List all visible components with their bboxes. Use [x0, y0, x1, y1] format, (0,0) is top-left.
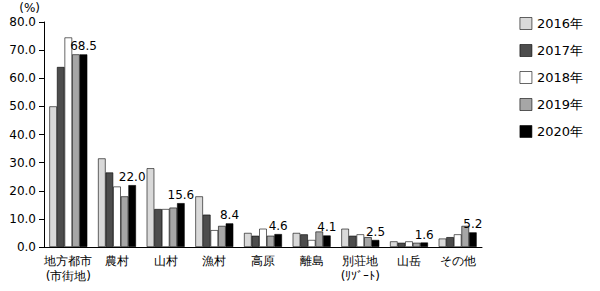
svg-text:2.5: 2.5: [366, 225, 385, 239]
svg-text:2018年: 2018年: [537, 70, 583, 85]
svg-text:30.0: 30.0: [9, 156, 36, 170]
svg-text:1.6: 1.6: [415, 228, 434, 242]
svg-text:離島: 離島: [300, 254, 324, 268]
svg-text:2019年: 2019年: [537, 97, 583, 112]
svg-text:山村: 山村: [154, 254, 178, 268]
svg-text:4.1: 4.1: [317, 220, 336, 234]
svg-text:20.0: 20.0: [9, 184, 36, 198]
svg-text:0.0: 0.0: [17, 240, 36, 254]
svg-text:2017年: 2017年: [537, 43, 583, 58]
svg-text:8.4: 8.4: [220, 208, 239, 222]
svg-text:農村: 農村: [105, 254, 129, 268]
svg-text:(ﾘｿﾞｰﾄ): (ﾘｿﾞｰﾄ): [341, 269, 380, 283]
svg-text:その他: その他: [440, 254, 476, 268]
svg-text:高原: 高原: [251, 254, 275, 268]
svg-text:別荘地: 別荘地: [342, 254, 378, 268]
svg-text:(市街地): (市街地): [46, 269, 91, 283]
svg-text:地方都市: 地方都市: [43, 254, 92, 268]
svg-text:山岳: 山岳: [397, 254, 421, 268]
svg-text:40.0: 40.0: [9, 128, 36, 142]
svg-text:2020年: 2020年: [537, 124, 583, 139]
svg-text:80.0: 80.0: [9, 15, 36, 29]
svg-text:60.0: 60.0: [9, 71, 36, 85]
svg-text:4.6: 4.6: [269, 219, 288, 233]
svg-text:68.5: 68.5: [70, 39, 97, 53]
svg-text:15.6: 15.6: [167, 188, 194, 202]
svg-text:(%): (%): [19, 1, 40, 15]
svg-text:22.0: 22.0: [119, 170, 146, 184]
svg-text:漁村: 漁村: [202, 254, 226, 268]
svg-text:10.0: 10.0: [9, 212, 36, 226]
svg-text:2016年: 2016年: [537, 16, 583, 31]
svg-text:70.0: 70.0: [9, 43, 36, 57]
svg-text:5.2: 5.2: [463, 217, 482, 231]
svg-text:50.0: 50.0: [9, 99, 36, 113]
